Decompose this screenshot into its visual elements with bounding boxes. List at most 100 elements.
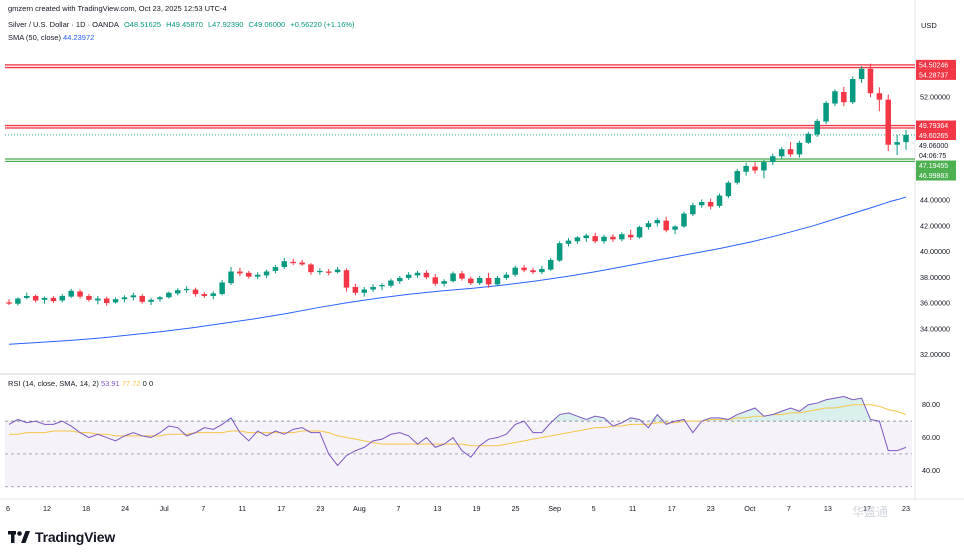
candle-body	[619, 234, 625, 240]
candle-body	[547, 259, 554, 270]
candle	[530, 267, 536, 275]
candle-body	[761, 162, 767, 171]
level-band	[5, 64, 915, 68]
candle-body	[246, 272, 252, 277]
price-label-resistance: 54.28737	[916, 69, 956, 80]
time-tick-label: 7	[201, 504, 205, 513]
candle	[95, 295, 101, 305]
candle	[192, 287, 199, 297]
candle	[627, 229, 634, 240]
candle	[201, 292, 208, 298]
candles	[6, 63, 909, 306]
candle-body	[414, 272, 421, 276]
price-label-text: 49.60265	[919, 133, 948, 140]
candle	[716, 193, 723, 208]
candle	[388, 278, 394, 288]
time-tick-label: 17	[277, 504, 285, 513]
candle-body	[823, 102, 829, 122]
candle-body	[77, 291, 83, 297]
close-value: C49.06000	[248, 20, 286, 29]
candle	[317, 268, 323, 275]
time-tick-label: 19	[473, 504, 481, 513]
candle	[432, 274, 439, 286]
candle-body	[832, 91, 838, 104]
candle-body	[388, 280, 394, 286]
time-tick-label: 7	[396, 504, 400, 513]
candle	[379, 283, 385, 291]
price-label-last: 49.06000	[915, 140, 957, 152]
candle-body	[68, 290, 74, 297]
price-label-resistance: 49.60265	[916, 130, 956, 141]
candle	[6, 299, 12, 305]
candle	[698, 199, 705, 208]
candle-body	[787, 149, 794, 155]
candle-body	[290, 261, 296, 264]
price-tick-label: 32.00000	[920, 350, 950, 359]
price-label-text: 04:06:75	[919, 153, 946, 160]
candle-body	[752, 166, 758, 171]
candle-body	[681, 213, 687, 227]
candle	[690, 202, 696, 217]
candle-body	[183, 288, 190, 291]
candle-body	[494, 277, 501, 285]
candle	[903, 129, 909, 150]
candle	[263, 269, 270, 278]
candle	[112, 297, 119, 304]
candle-body	[565, 240, 572, 244]
candle-body	[281, 261, 288, 268]
price-label-resistance: 54.50246	[916, 59, 956, 70]
price-label-support: 46.99883	[916, 170, 956, 181]
candle-body	[805, 133, 812, 143]
candle	[601, 234, 607, 244]
candle	[574, 236, 581, 244]
candle-body	[734, 171, 741, 183]
candle-body	[672, 226, 678, 230]
candle	[299, 259, 305, 266]
candle-body	[334, 269, 341, 273]
time-tick-label: 24	[121, 504, 129, 513]
candle	[814, 118, 820, 137]
candle	[219, 279, 225, 296]
candle-body	[583, 235, 590, 239]
candle	[885, 94, 891, 152]
candle-body	[397, 277, 403, 282]
candle-body	[574, 237, 581, 242]
price-label-text: 47.19455	[919, 163, 948, 170]
candle	[352, 283, 359, 296]
candle	[450, 271, 456, 283]
time-tick-label: Sep	[548, 504, 561, 513]
candle-body	[32, 295, 39, 301]
candle-body	[539, 268, 545, 273]
candle	[619, 232, 625, 242]
low-value: L47.92390	[207, 20, 244, 29]
candle-body	[636, 227, 643, 238]
candle-body	[841, 91, 847, 103]
candle	[707, 198, 714, 210]
candle-body	[405, 274, 412, 278]
candle	[672, 225, 678, 235]
candle-body	[139, 295, 145, 302]
price-label-text: 54.50246	[919, 62, 948, 69]
candle	[254, 272, 261, 280]
candle-body	[858, 68, 865, 80]
sma-label: SMA (50, close)	[8, 33, 61, 42]
candle-body	[379, 285, 385, 287]
candle-body	[663, 220, 669, 231]
candle	[183, 286, 190, 293]
candle	[361, 286, 368, 297]
candle-body	[254, 274, 261, 277]
time-tick-label: Oct	[744, 504, 755, 513]
symbol-legend: Silver / U.S. Dollar · 1D · OANDA O48.51…	[8, 20, 358, 29]
candle-body	[6, 302, 12, 304]
candle-body	[59, 295, 66, 301]
candle	[539, 265, 545, 275]
candle	[15, 297, 21, 306]
rsi-tick-label: 80.00	[922, 400, 940, 409]
candle-body	[166, 292, 172, 298]
time-axis: 6 12 18 24 Jul 7 11 17 23 Aug 7 13 19 25 Sep 5 11 17 23 Oct…	[6, 504, 910, 513]
candle	[59, 294, 66, 303]
candle	[796, 140, 803, 158]
tradingview-logo[interactable]: TradingView	[8, 529, 115, 545]
candle	[858, 66, 865, 83]
candle	[281, 257, 288, 269]
